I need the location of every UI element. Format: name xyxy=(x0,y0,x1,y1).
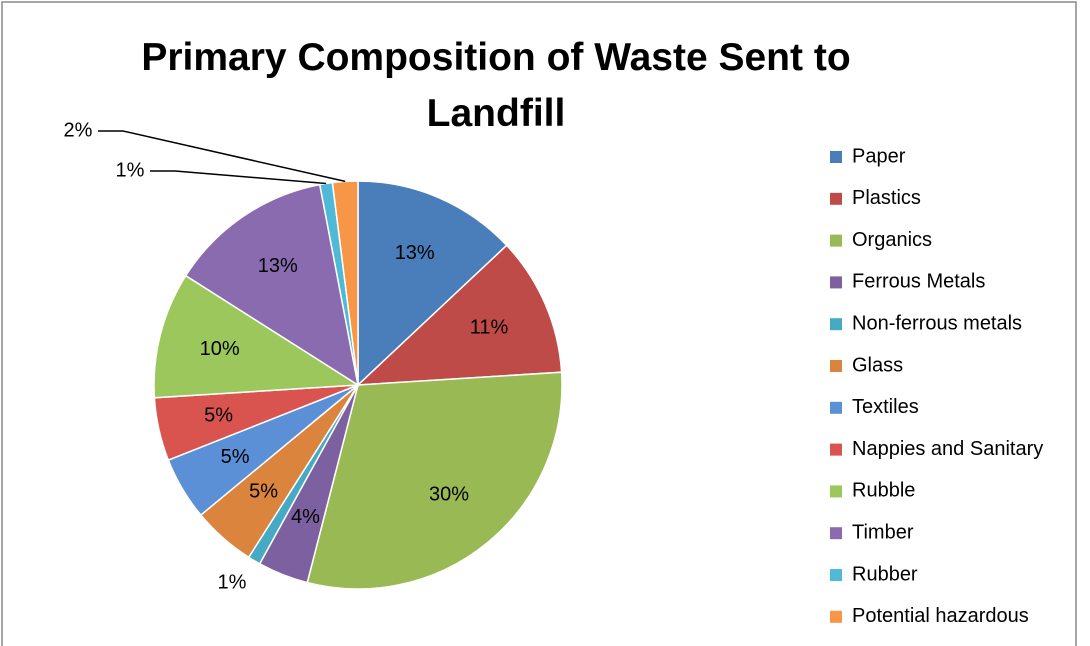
data-label: 13% xyxy=(395,242,435,264)
legend-label: Plastics xyxy=(852,187,921,209)
legend-swatch xyxy=(830,360,842,372)
legend-swatch xyxy=(830,485,842,498)
chart-title: Primary Composition of Waste Sent to Lan… xyxy=(141,36,851,135)
data-label: 1% xyxy=(218,571,247,593)
legend-swatch xyxy=(830,151,842,163)
legend-swatch xyxy=(830,234,842,247)
legend-label: Rubble xyxy=(852,480,915,502)
pie-slice xyxy=(153,274,361,399)
legend-label: Organics xyxy=(852,229,932,251)
legend-label: Textiles xyxy=(852,396,919,418)
data-label: 10% xyxy=(200,338,240,360)
pie-slice xyxy=(355,244,563,386)
legend-label: Timber xyxy=(852,521,914,543)
data-label: 30% xyxy=(429,483,469,505)
pie-slice xyxy=(331,180,359,386)
data-label: 5% xyxy=(221,446,250,468)
legend-swatch xyxy=(830,276,842,289)
legend-swatch xyxy=(830,318,842,331)
data-label: 13% xyxy=(258,255,298,277)
legend-swatch xyxy=(830,610,842,623)
leader-line xyxy=(98,130,346,183)
data-label: 1% xyxy=(116,159,145,181)
data-label: 11% xyxy=(470,317,509,339)
data-label: 2% xyxy=(64,119,93,141)
legend-label: Glass xyxy=(852,354,903,376)
legend-swatch xyxy=(830,527,842,540)
legend-label: Nappies and Sanitary xyxy=(852,438,1043,460)
legend-swatch xyxy=(830,401,842,414)
legend-label: Non-ferrous metals xyxy=(852,312,1022,334)
pie-slice xyxy=(357,180,508,387)
legend-label: Rubber xyxy=(852,563,918,585)
leader-line xyxy=(150,170,327,185)
legend-label: Paper xyxy=(852,145,906,167)
legend-label: Ferrous Metals xyxy=(852,271,985,293)
data-label: 5% xyxy=(249,480,278,502)
pie-slice xyxy=(184,183,360,387)
legend-swatch xyxy=(830,192,842,205)
legend-swatch xyxy=(830,443,842,456)
legend-swatch xyxy=(830,569,842,581)
legend-label: Potential hazardous xyxy=(852,605,1029,627)
data-label: 4% xyxy=(291,506,320,528)
data-label: 5% xyxy=(204,404,233,426)
pie-slice xyxy=(306,371,563,590)
